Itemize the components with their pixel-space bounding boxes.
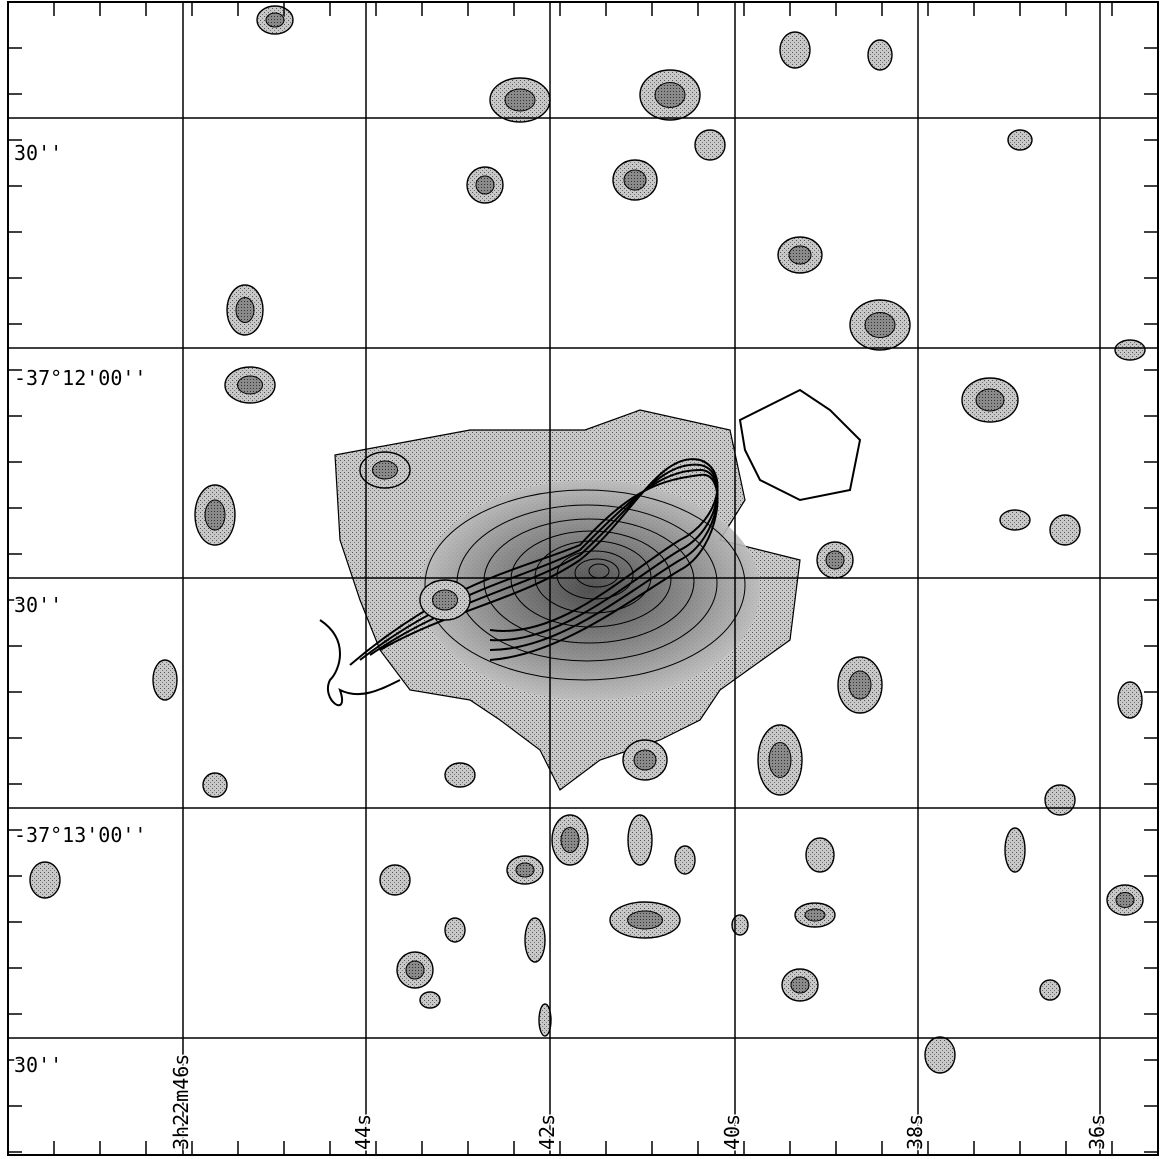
coordinate-grid: [8, 2, 1158, 1155]
source-inner: [805, 909, 825, 921]
source-contour: [1040, 980, 1060, 1000]
radio-lobe: [740, 390, 860, 500]
source-contour: [1008, 130, 1032, 150]
source-contour: [203, 773, 227, 797]
source-contour: [675, 846, 695, 874]
dec-label: 30'': [14, 1053, 62, 1077]
source-inner: [433, 590, 458, 610]
source-contour: [445, 918, 465, 942]
source-contour: [1050, 515, 1080, 545]
source-inner: [236, 298, 254, 323]
dec-label: 30'': [14, 141, 62, 165]
ra-label: 38s: [903, 1114, 927, 1150]
source-contour: [539, 1004, 551, 1036]
source-inner: [516, 863, 534, 877]
source-inner: [266, 13, 284, 27]
source-contour: [1005, 828, 1025, 872]
ra-label: 42s: [535, 1114, 559, 1150]
source-inner: [826, 551, 844, 569]
source-inner: [976, 389, 1004, 411]
source-inner: [205, 500, 225, 530]
source-contour: [695, 130, 725, 160]
sky-map: 30'' -37°12'00'' 30'' -37°13'00'' 30'' 3h22m4…: [0, 0, 1161, 1159]
source-inner: [505, 89, 535, 111]
dec-label: -37°13'00'': [14, 823, 146, 847]
source-contour: [445, 763, 475, 787]
source-inner: [406, 961, 424, 979]
source-contour: [420, 992, 440, 1008]
source-inner: [849, 671, 871, 699]
ra-label: 40s: [720, 1114, 744, 1150]
source-contour: [30, 862, 60, 898]
ra-label: 3h22m46s: [169, 1054, 193, 1150]
source-contour: [1118, 682, 1142, 718]
source-contour: [380, 865, 410, 895]
source-inner: [791, 977, 809, 993]
ra-label: 44s: [351, 1114, 375, 1150]
optical-contours: [30, 6, 1145, 1073]
dec-label: 30'': [14, 593, 62, 617]
source-inner: [238, 376, 263, 394]
source-inner: [624, 170, 646, 190]
source-contour: [1000, 510, 1030, 530]
source-contour: [868, 40, 892, 70]
source-inner: [1116, 893, 1134, 908]
source-contour: [1115, 340, 1145, 360]
source-contour: [780, 32, 810, 68]
source-inner: [628, 911, 663, 929]
source-inner: [373, 461, 398, 479]
source-inner: [634, 750, 656, 770]
source-inner: [865, 313, 895, 338]
source-inner: [655, 83, 685, 108]
source-inner: [561, 828, 579, 853]
source-contour: [1045, 785, 1075, 815]
source-contour: [628, 815, 652, 865]
source-inner: [476, 176, 494, 194]
source-contour: [925, 1037, 955, 1073]
dec-label: -37°12'00'': [14, 366, 146, 390]
source-inner: [789, 246, 811, 264]
source-contour: [153, 660, 177, 700]
source-contour: [525, 918, 545, 962]
ra-label: 36s: [1085, 1114, 1109, 1150]
source-contour: [806, 838, 834, 872]
source-inner: [769, 743, 791, 778]
